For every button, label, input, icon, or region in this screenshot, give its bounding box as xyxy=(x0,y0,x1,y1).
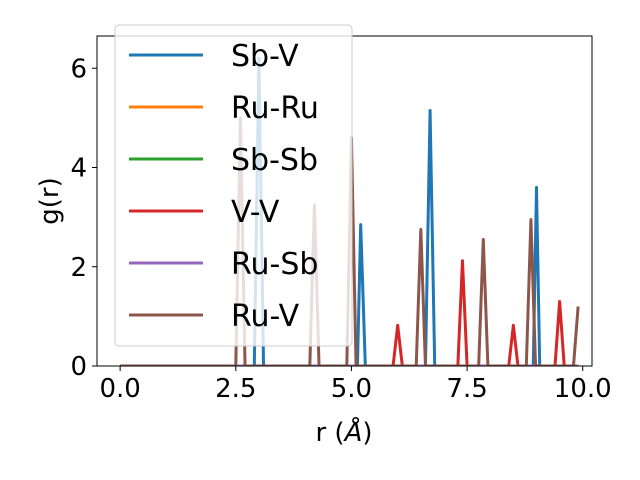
legend-label-ru-v: Ru-V xyxy=(231,299,300,334)
series-line-ru-v xyxy=(120,116,580,366)
y-tick-label: 4 xyxy=(70,154,87,184)
x-tick-label: 2.5 xyxy=(215,374,256,404)
y-axis-label: g(r) xyxy=(35,177,65,224)
x-tick-label: 7.5 xyxy=(446,374,487,404)
x-axis-label: r (Å) xyxy=(315,416,372,448)
y-tick-label: 0 xyxy=(70,352,87,382)
x-tick-label: 10.0 xyxy=(554,374,612,404)
x-tick-label: 0.0 xyxy=(99,374,140,404)
legend-label-ru-sb: Ru-Sb xyxy=(231,247,318,282)
x-axis: 0.0 2.5 5.0 7.5 10.0 xyxy=(99,366,612,404)
y-tick-label: 6 xyxy=(70,54,87,84)
y-axis: 0 2 4 6 xyxy=(70,54,97,382)
x-tick-label: 5.0 xyxy=(331,374,372,404)
legend-label-sb-v: Sb-V xyxy=(231,39,299,74)
series-line-v-v xyxy=(120,259,579,366)
legend-label-ru-ru: Ru-Ru xyxy=(231,91,319,126)
legend: Sb-V Ru-Ru Sb-Sb V-V Ru-Sb Ru-V xyxy=(114,24,353,347)
legend-box xyxy=(114,24,353,347)
y-tick-label: 2 xyxy=(70,253,87,283)
legend-label-v-v: V-V xyxy=(231,195,280,230)
legend-label-sb-sb: Sb-Sb xyxy=(231,143,318,178)
